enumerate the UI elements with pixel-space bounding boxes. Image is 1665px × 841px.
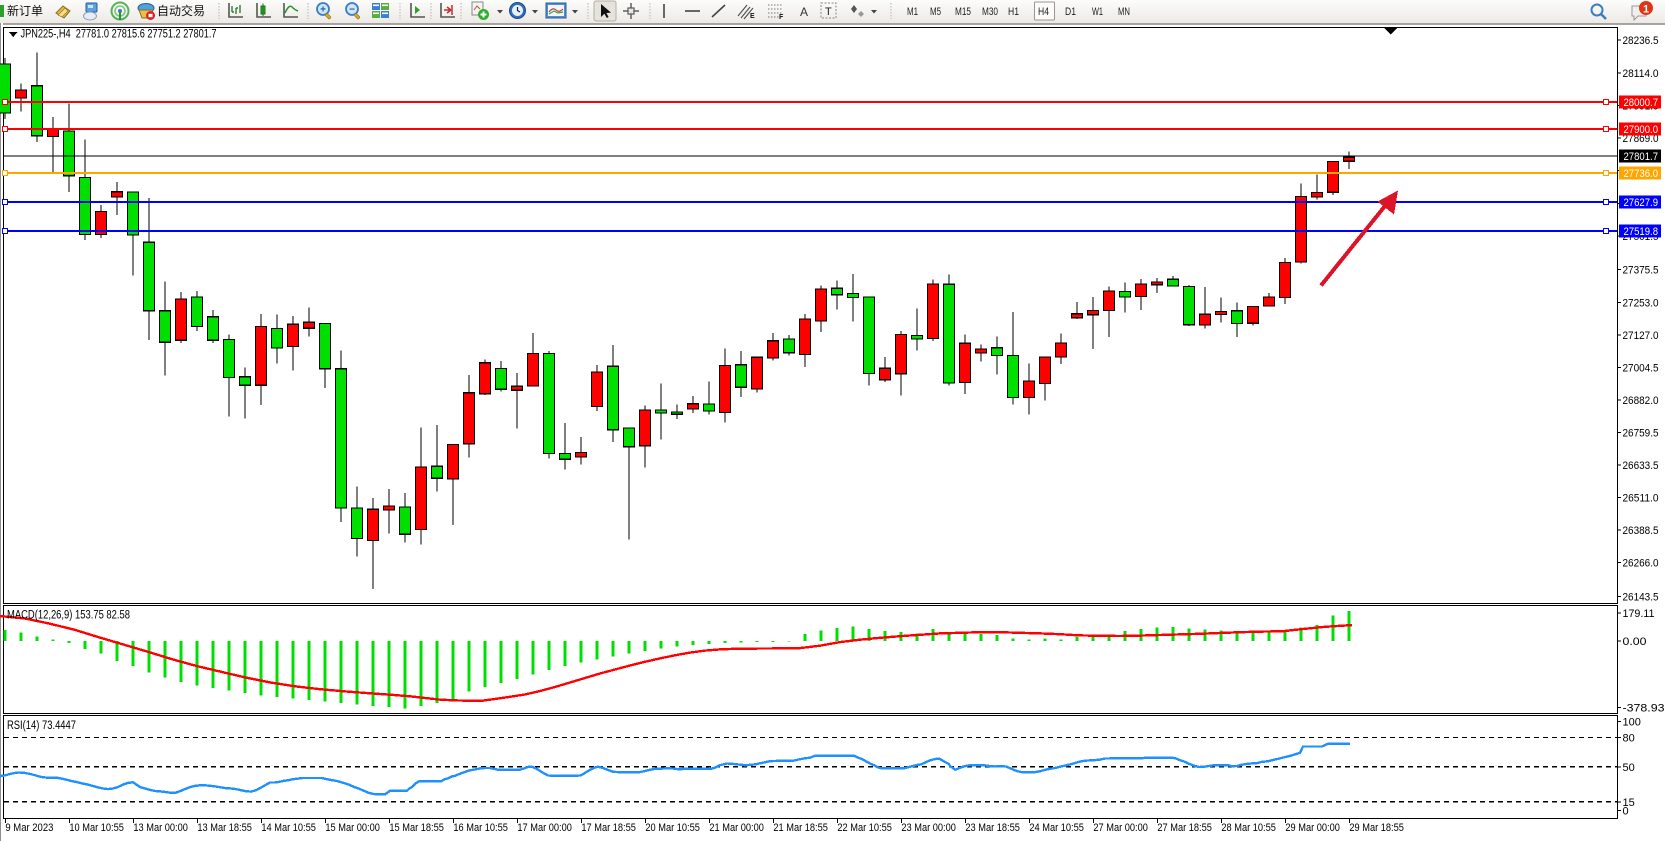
svg-text:179.11: 179.11 [1623, 608, 1655, 620]
svg-text:26759.5: 26759.5 [1623, 427, 1659, 439]
svg-text:15 Mar 18:55: 15 Mar 18:55 [389, 822, 444, 834]
svg-text:28236.5: 28236.5 [1623, 35, 1659, 47]
svg-text:23 Mar 00:00: 23 Mar 00:00 [901, 822, 956, 834]
svg-text:M5: M5 [930, 6, 941, 18]
svg-text:26633.5: 26633.5 [1623, 460, 1659, 472]
svg-text:-378.93: -378.93 [1623, 703, 1665, 715]
svg-text:+: + [320, 5, 326, 16]
svg-text:29 Mar 00:00: 29 Mar 00:00 [1285, 822, 1340, 834]
svg-text:27900.0: 27900.0 [1624, 124, 1659, 136]
svg-text:80: 80 [1623, 733, 1635, 745]
svg-text:27253.0: 27253.0 [1623, 297, 1659, 309]
svg-text:26143.5: 26143.5 [1623, 592, 1659, 604]
svg-text:16 Mar 10:55: 16 Mar 10:55 [453, 822, 508, 834]
svg-text:MN: MN [1118, 6, 1130, 18]
svg-text:28114.0: 28114.0 [1623, 68, 1659, 80]
svg-text:9 Mar 2023: 9 Mar 2023 [5, 822, 53, 834]
svg-text:21 Mar 00:00: 21 Mar 00:00 [709, 822, 764, 834]
svg-text:15: 15 [1623, 797, 1635, 809]
svg-text:27736.0: 27736.0 [1624, 168, 1659, 180]
svg-text:22 Mar 10:55: 22 Mar 10:55 [837, 822, 892, 834]
svg-text:26882.0: 26882.0 [1623, 395, 1659, 407]
svg-text:E: E [750, 13, 755, 20]
svg-text:17 Mar 18:55: 17 Mar 18:55 [581, 822, 636, 834]
svg-text:−: − [349, 5, 355, 16]
svg-text:20 Mar 10:55: 20 Mar 10:55 [645, 822, 700, 834]
svg-text:0: 0 [1623, 806, 1629, 818]
svg-text:24 Mar 10:55: 24 Mar 10:55 [1029, 822, 1084, 834]
svg-text:RSI(14) 73.4447: RSI(14) 73.4447 [7, 720, 76, 732]
svg-text:15 Mar 00:00: 15 Mar 00:00 [325, 822, 380, 834]
svg-text:28000.7: 28000.7 [1624, 97, 1659, 109]
svg-text:13 Mar 18:55: 13 Mar 18:55 [197, 822, 252, 834]
svg-text:50: 50 [1623, 762, 1635, 774]
svg-text:JPN225-,H4 27781.0 27815.6 27: JPN225-,H4 27781.0 27815.6 27751.2 27801… [21, 29, 217, 41]
svg-text:1: 1 [1643, 4, 1649, 16]
svg-text:27004.5: 27004.5 [1623, 363, 1659, 375]
svg-text:27519.8: 27519.8 [1624, 226, 1659, 238]
svg-text:27375.5: 27375.5 [1623, 265, 1659, 277]
svg-text:0.00: 0.00 [1623, 636, 1647, 648]
svg-text:MACD(12,26,9) 153.75 82.58: MACD(12,26,9) 153.75 82.58 [7, 610, 130, 622]
svg-text:27801.7: 27801.7 [1624, 151, 1659, 163]
svg-text:新订单: 新订单 [7, 3, 43, 18]
svg-text:H1: H1 [1008, 6, 1019, 18]
svg-text:100: 100 [1623, 717, 1641, 729]
svg-text:14 Mar 10:55: 14 Mar 10:55 [261, 822, 316, 834]
svg-text:27627.9: 27627.9 [1624, 197, 1659, 209]
svg-text:27 Mar 18:55: 27 Mar 18:55 [1157, 822, 1212, 834]
svg-text:27869.0: 27869.0 [1623, 133, 1659, 145]
svg-text:T: T [825, 6, 832, 18]
svg-text:13 Mar 00:00: 13 Mar 00:00 [133, 822, 188, 834]
svg-text:M1: M1 [907, 6, 918, 18]
svg-text:M30: M30 [982, 6, 998, 18]
svg-text:28 Mar 10:55: 28 Mar 10:55 [1221, 822, 1276, 834]
svg-text:21 Mar 18:55: 21 Mar 18:55 [773, 822, 828, 834]
svg-text:自动交易: 自动交易 [157, 3, 205, 18]
svg-text:23 Mar 18:55: 23 Mar 18:55 [965, 822, 1020, 834]
svg-text:29 Mar 18:55: 29 Mar 18:55 [1349, 822, 1404, 834]
svg-text:26266.0: 26266.0 [1623, 558, 1659, 570]
svg-text:A: A [800, 5, 808, 19]
svg-text:H4: H4 [1038, 6, 1049, 18]
svg-text:F: F [779, 14, 784, 21]
svg-text:D1: D1 [1065, 6, 1076, 18]
svg-text:26511.0: 26511.0 [1623, 493, 1659, 505]
svg-text:W1: W1 [1092, 6, 1103, 18]
svg-text:26388.5: 26388.5 [1623, 525, 1659, 537]
svg-text:27127.0: 27127.0 [1623, 330, 1659, 342]
svg-text:17 Mar 00:00: 17 Mar 00:00 [517, 822, 572, 834]
svg-text:10 Mar 10:55: 10 Mar 10:55 [69, 822, 124, 834]
svg-text:M15: M15 [955, 6, 971, 18]
svg-text:27 Mar 00:00: 27 Mar 00:00 [1093, 822, 1148, 834]
